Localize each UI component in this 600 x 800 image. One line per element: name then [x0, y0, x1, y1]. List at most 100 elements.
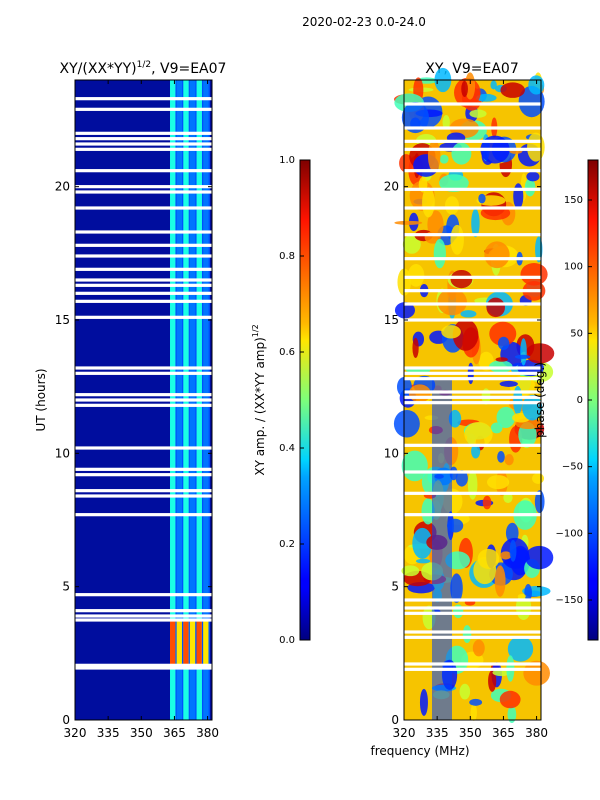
amp-colorbar-label-main: XY amp. / (XX*YY amp) [253, 337, 267, 475]
y-tick-label: 10 [55, 446, 70, 460]
y-tick-label: 20 [384, 180, 399, 194]
amp-title: XY/(XX*YY)1/2, V9=EA07 [60, 60, 227, 77]
phase-blob [526, 171, 540, 182]
phase-blob [469, 109, 487, 118]
data-gap [404, 302, 541, 306]
phase-blob [532, 473, 545, 484]
phase-x-axis: 320 335 350 365 380 [393, 80, 548, 740]
amp-colorbar-label-sup: 1/2 [251, 324, 260, 337]
phase-blob [475, 93, 497, 102]
phase-blob [490, 422, 503, 434]
y-tick-label: 0 [62, 713, 70, 727]
data-gap [404, 366, 541, 370]
colorbar-tick-label: 100 [564, 262, 583, 273]
phase-blob [470, 703, 477, 721]
phase-blob [421, 498, 435, 525]
data-gap [404, 126, 541, 130]
data-gap [75, 315, 212, 319]
phase-blob [500, 82, 525, 98]
data-gap [75, 131, 212, 135]
phase-blob [525, 545, 554, 570]
y-tick-label: 15 [55, 313, 70, 327]
phase-blob [499, 690, 521, 709]
x-tick-label: 380 [196, 726, 219, 740]
phase-blob [489, 321, 517, 346]
data-gap [75, 366, 212, 370]
phase-blob [452, 319, 479, 351]
data-gap [75, 206, 212, 210]
phase-blob [471, 208, 480, 238]
bright-block [170, 621, 176, 667]
phase-blob [471, 444, 481, 459]
data-gap [75, 618, 212, 622]
colorbar-tick-label: 50 [570, 328, 583, 339]
phase-blob [439, 174, 469, 192]
phase-blob [524, 583, 532, 602]
data-gap [404, 377, 541, 381]
data-gap [404, 257, 541, 261]
data-gap [404, 206, 541, 210]
phase-blob [394, 302, 415, 319]
data-gap [75, 278, 212, 282]
data-gap [75, 243, 212, 247]
phase-blob [401, 565, 420, 577]
data-gap [75, 609, 212, 613]
phase-blob [433, 238, 446, 269]
phase-blob [488, 670, 497, 692]
data-gap [75, 267, 212, 271]
x-tick-label: 320 [393, 726, 416, 740]
colorbar-tick-label: −50 [562, 462, 583, 473]
phase-blob [534, 490, 545, 514]
phase-blob [427, 140, 441, 172]
phase-blob [490, 80, 497, 90]
phase-streak [432, 380, 452, 720]
data-gap [75, 398, 212, 402]
phase-blob [472, 639, 485, 657]
phase-blob [393, 409, 420, 438]
phase-blob [462, 625, 472, 643]
data-gap [75, 169, 212, 173]
phase-blob [507, 705, 517, 723]
phase-blob [455, 470, 468, 487]
data-gap [75, 283, 212, 287]
data-gap [404, 102, 541, 106]
data-gap [404, 289, 541, 293]
phase-blob [415, 558, 431, 564]
phase-colorbar-label: phase (deg.) [533, 362, 547, 438]
data-gap [404, 598, 541, 602]
data-gap [75, 467, 212, 471]
phase-blob [437, 288, 467, 316]
phase-blob [527, 132, 545, 162]
phase-blob [477, 548, 500, 569]
phase-blob [401, 450, 428, 482]
x-tick-label: 365 [163, 726, 186, 740]
data-gap [75, 142, 212, 146]
data-gap [404, 470, 541, 474]
phase-blob [497, 336, 510, 350]
colorbar-tick-label: 0 [577, 395, 583, 406]
phase-blob [459, 683, 471, 700]
phase-blob [497, 451, 505, 463]
phase-blob [464, 421, 493, 447]
data-gap [75, 291, 212, 295]
amp-colorbar-ticks: 0.0 0.2 0.4 0.6 0.8 1.0 [279, 155, 304, 646]
colorbar-tick-label: −100 [556, 528, 583, 539]
phase-blob [517, 593, 526, 599]
colorbar-tick-label: −150 [556, 595, 583, 606]
data-gap [404, 169, 541, 173]
phase-blob [513, 385, 523, 415]
phase-blob [450, 573, 463, 603]
phase-blob [496, 406, 516, 429]
phase-blob [495, 357, 508, 362]
colorbar-tick-label: 150 [564, 195, 583, 206]
data-gap [75, 137, 212, 141]
phase-blob [509, 539, 517, 562]
y-tick-label: 5 [391, 580, 399, 594]
phase-blob [467, 470, 478, 500]
phase-blob [469, 698, 483, 706]
colorbar-tick-label: 0.4 [279, 443, 295, 454]
phase-blob [504, 454, 514, 466]
x-tick-label: 380 [525, 726, 548, 740]
